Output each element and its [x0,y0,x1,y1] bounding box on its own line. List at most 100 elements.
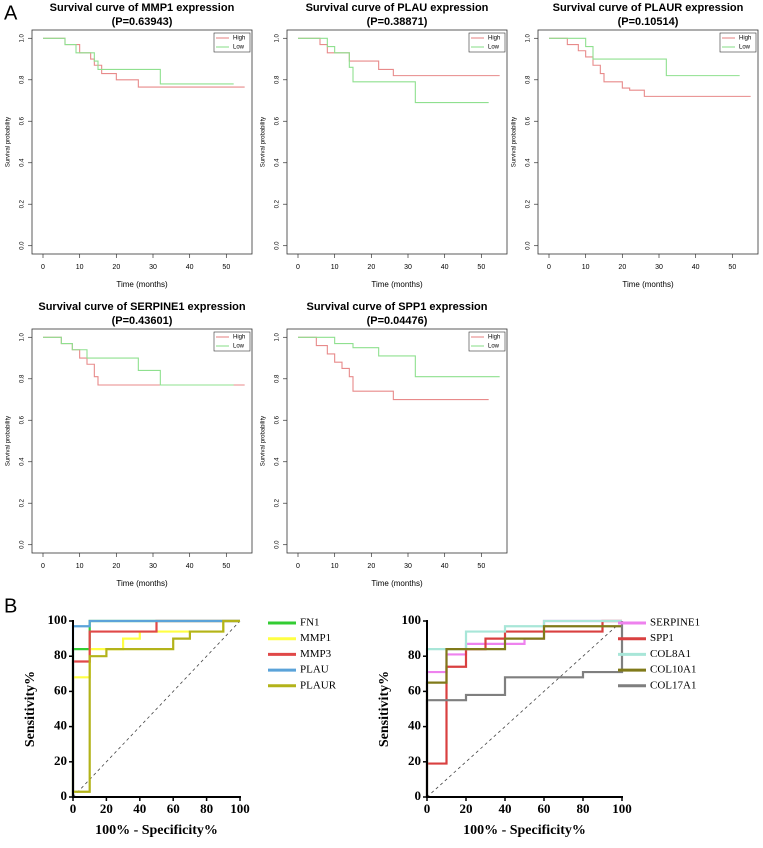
y-tick-label: 0.0 [275,540,281,549]
y-tick-label: 0.4 [275,457,281,466]
x-axis-label: Time (months) [371,280,423,289]
chart: Survival curve of PLAU expression (P=0.38… [261,2,508,289]
x-tick-label: 50 [222,563,230,570]
y-tick-label: 0.4 [20,158,26,167]
reference-line [72,620,241,798]
y-tick-label: 40 [54,718,67,733]
chart-subtitle: (P=0.38871) [367,16,428,28]
x-tick-label: 30 [404,563,412,570]
chart: 0 20 40 60 80 100 0 20 40 60 80 100 100% - Specifici… [377,612,700,838]
x-tick-label: 10 [76,264,84,271]
survival-curve [298,336,489,401]
x-axis-label: Time (months) [371,579,423,588]
y-tick-label: 0 [61,788,68,803]
y-axis-label: Sensitivity% [377,671,392,747]
chart-subtitle: (P=0.43601) [112,315,173,327]
y-axis-label: Survival probability [6,117,12,167]
roc-curve [425,625,622,797]
chart-subtitle: (P=0.63943) [112,16,173,28]
y-tick-label: 0.4 [275,158,281,167]
y-tick-label: 1.0 [526,33,532,42]
y-tick-label: 0.6 [275,116,281,125]
y-axis-label: Survival probability [6,416,12,466]
roc-curve [73,619,240,793]
x-tick-label: 0 [547,264,551,271]
y-tick-label: 0.6 [20,415,26,424]
x-tick-label: 50 [728,264,736,271]
x-tick-label: 20 [100,801,113,816]
y-tick-label: 0.8 [275,75,281,84]
x-tick-label: 50 [477,264,485,271]
legend-label: High [488,335,500,341]
x-tick-label: 60 [538,801,551,816]
legend-label: COL8A1 [650,648,691,660]
legend-label: MMP3 [300,648,332,660]
y-tick-label: 1.0 [20,332,26,341]
legend-label: PLAUR [300,679,337,691]
x-axis-label: 100% - Specificity% [463,823,586,838]
x-tick-label: 0 [424,801,431,816]
survival-curve [43,336,234,386]
plot-frame [286,29,508,255]
x-axis-label: Time (months) [116,280,168,289]
chart-subtitle: (P=0.10514) [618,16,679,28]
survival-curve [298,37,489,104]
x-tick-label: 30 [655,264,663,271]
x-axis-label: Time (months) [622,280,674,289]
chart: 0 20 40 60 80 100 0 20 40 60 80 100 100% - Specifici… [23,612,337,838]
roc-curve [425,619,622,797]
plot-frame [537,29,759,255]
chart-title: Survival curve of SPP1 expression [307,301,488,313]
reference-line [426,620,623,798]
chart-title: Survival curve of SERPINE1 expression [38,301,246,313]
y-tick-label: 100 [48,612,68,627]
plot-frame [31,328,253,554]
y-tick-label: 0.2 [275,498,281,507]
y-tick-label: 0.8 [20,75,26,84]
x-tick-label: 40 [692,264,700,271]
y-axis-label: Survival probability [512,117,518,167]
plot-frame [31,29,253,255]
y-tick-label: 100 [402,612,422,627]
y-tick-label: 0.6 [275,415,281,424]
x-tick-label: 40 [133,801,146,816]
x-tick-label: 0 [41,264,45,271]
y-tick-label: 80 [54,647,67,662]
x-tick-label: 0 [296,563,300,570]
legend-label: Low [488,344,500,350]
y-tick-label: 0.8 [20,374,26,383]
roc-chart: 0 20 40 60 80 100 0 20 40 60 80 100 100% - Specifici… [377,612,700,838]
x-tick-label: 80 [577,801,590,816]
survival-curve [43,37,234,85]
x-tick-label: 40 [441,264,449,271]
y-axis-label: Sensitivity% [23,671,38,747]
x-tick-label: 10 [331,264,339,271]
x-tick-label: 50 [222,264,230,271]
chart: Survival curve of MMP1 expression (P=0.63… [6,2,253,289]
y-tick-label: 0.6 [20,116,26,125]
x-tick-label: 30 [149,563,157,570]
y-tick-label: 1.0 [275,33,281,42]
x-tick-label: 20 [112,563,120,570]
y-tick-label: 0.0 [20,540,26,549]
x-tick-label: 50 [477,563,485,570]
legend-label: Low [488,45,500,51]
y-tick-label: 1.0 [275,332,281,341]
y-tick-label: 0.2 [20,199,26,208]
y-tick-label: 0.6 [526,116,532,125]
roc-curve [425,621,624,797]
x-tick-label: 20 [460,801,473,816]
survival-curve [298,336,500,378]
y-tick-label: 0.0 [526,241,532,250]
roc-chart: 0 20 40 60 80 100 0 20 40 60 80 100 100% - Specifici… [23,612,337,838]
chart: Survival curve of SPP1 expression (P=0.04… [261,301,508,588]
x-tick-label: 60 [167,801,180,816]
x-tick-label: 20 [112,264,120,271]
y-tick-label: 0 [415,788,422,803]
y-axis-label: Survival probability [261,416,267,466]
y-tick-label: 0.2 [526,199,532,208]
chart-title: Survival curve of MMP1 expression [50,2,235,14]
y-tick-label: 60 [408,682,421,697]
legend-label: COL10A1 [650,664,696,676]
